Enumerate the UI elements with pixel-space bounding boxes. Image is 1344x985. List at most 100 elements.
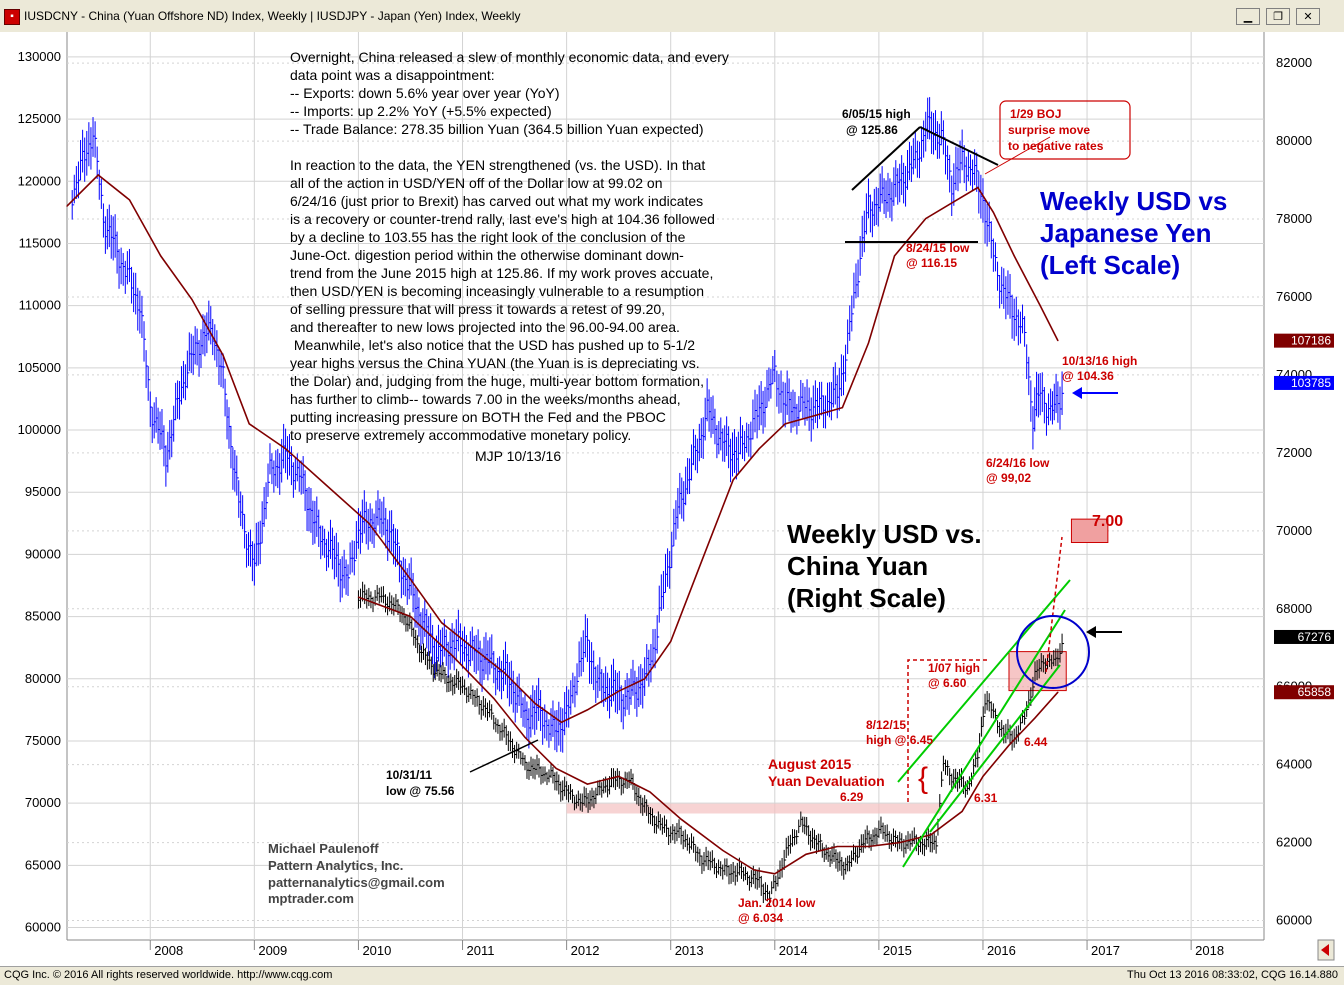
channel-line-upper	[897, 579, 1071, 783]
moving-average-point	[867, 342, 870, 344]
yen-arrow-icon	[1072, 387, 1082, 399]
moving-average-point	[1034, 717, 1036, 719]
right-tick-label: 80000	[1276, 133, 1312, 148]
moving-average-point	[867, 845, 870, 848]
last-value-labels: 107186 103785 67276 65858	[1274, 333, 1334, 700]
annotation-jan16-high: 1/07 high	[928, 661, 980, 675]
annotation-devaluation-line-2: Yuan Devaluation	[768, 773, 885, 789]
moving-average-point	[472, 647, 474, 649]
support-zone	[566, 803, 942, 814]
annotation-aug15-high: 8/12/15	[866, 718, 906, 732]
moving-average-point	[670, 640, 672, 643]
left-tick-label: 75000	[25, 733, 61, 748]
status-bar: CQG Inc. © 2016 All rights reserved worl…	[0, 966, 1344, 985]
oct11-pointer-line	[469, 739, 539, 773]
annotation-jun15-high-value: @ 125.86	[846, 123, 898, 137]
moving-average-point	[977, 186, 979, 189]
restore-icon[interactable]: ❐	[1266, 8, 1290, 25]
annotation-aug15-low-value: @ 116.15	[906, 256, 957, 270]
last-value-box	[1274, 685, 1334, 700]
annotation-devaluation: August 2015	[768, 756, 851, 772]
left-tick-label: 80000	[25, 671, 61, 686]
moving-average-point	[815, 414, 818, 416]
left-tick-label: 90000	[25, 546, 61, 561]
annotation-oct16-high-value: @ 104.36	[1062, 369, 1114, 383]
window-titlebar: ▪ IUSDCNY - China (Yuan Offshore ND) Ind…	[0, 0, 1344, 33]
annotation-aug15-high-value: high @ 6.45	[866, 733, 933, 747]
yuan-title: Weekly USD vs. China Yuan (Right Scale)	[787, 519, 982, 613]
moving-average-point	[930, 834, 932, 836]
moving-average-point	[982, 775, 984, 777]
last-value-text: 67276	[1298, 630, 1332, 644]
moving-average-point	[992, 211, 994, 213]
series-layer	[66, 97, 1065, 906]
commentary-line: -- Exports: down 5.6% year over year (Yo…	[290, 85, 560, 101]
moving-average-point	[722, 849, 724, 851]
left-tick-label: 85000	[25, 609, 61, 624]
yuan-arrow-icon	[1086, 626, 1096, 638]
commentary-line: Meanwhile, let's also notice that the US…	[290, 337, 695, 353]
left-tick-label: 60000	[25, 920, 61, 935]
moving-average-point	[899, 841, 901, 844]
moving-average-point	[560, 721, 563, 723]
devaluation-brace-icon: {	[918, 762, 928, 795]
left-tick-label: 110000	[19, 298, 61, 313]
price-chart[interactable]: 130000 125000 120000 115000 110000 105000 1000…	[0, 32, 1344, 966]
annotation-oct16-high: 10/13/16 high	[1062, 354, 1137, 368]
annotation-6-44: 6.44	[1024, 735, 1048, 749]
moving-average-point	[503, 671, 505, 674]
annotation-jan14-low-value: @ 6.034	[738, 911, 783, 925]
moving-average-point	[680, 818, 682, 820]
series-1	[357, 581, 1065, 906]
moving-average-point	[644, 678, 646, 680]
moving-average-point	[732, 479, 734, 481]
x-tick-label: 2013	[675, 943, 704, 958]
annotation-jan14-low: Jan. 2014 low	[738, 896, 816, 910]
commentary-line: putting increasing pressure on BOTH the …	[290, 409, 666, 425]
commentary-line: has further to climb-- towards 7.00 in t…	[290, 391, 681, 407]
yen-title-line-3: (Left Scale)	[1040, 250, 1180, 280]
timestamp-text: Thu Oct 13 2016 08:33:02, CQG 16.14.880	[1127, 969, 1338, 981]
jan16-high-bracket	[907, 659, 990, 802]
left-axis-ticks: 130000 125000 120000 115000 110000 105000 1000…	[18, 49, 61, 935]
channel-line-lower	[902, 609, 1066, 868]
svg-text:Overnight, China released a sl: Overnight, China released a slew of mont…	[290, 49, 729, 443]
x-tick-label: 2015	[883, 943, 912, 958]
close-icon[interactable]: ✕	[1296, 8, 1320, 25]
left-tick-label: 125000	[18, 111, 61, 126]
moving-average-point	[1008, 744, 1010, 746]
scroll-right-icon[interactable]	[1317, 939, 1335, 961]
moving-average-point	[1013, 255, 1015, 257]
moving-average-point	[841, 407, 844, 409]
commentary-line: the Dolar) and, judging from the huge, m…	[290, 373, 704, 389]
annotation-oct11-low: 10/31/11	[386, 768, 432, 782]
x-tick-label: 2010	[362, 943, 391, 958]
last-value-text: 65858	[1298, 685, 1332, 699]
yen-title-line-1: Weekly USD vs	[1040, 186, 1227, 216]
left-tick-label: 115000	[19, 235, 61, 250]
credits: Michael Paulenoff Pattern Analytics, Inc…	[268, 841, 445, 906]
commentary-line: and thereafter to new lows projected int…	[290, 319, 680, 335]
minimize-icon[interactable]: ▁	[1236, 8, 1260, 25]
moving-average-point	[701, 560, 703, 562]
moving-average-point	[758, 448, 760, 450]
left-tick-label: 65000	[25, 857, 61, 872]
x-tick-label: 2009	[258, 943, 287, 958]
x-tick-label: 2011	[467, 943, 495, 958]
moving-average-point	[191, 298, 193, 301]
moving-average-point	[451, 654, 453, 657]
moving-average-point	[649, 791, 651, 793]
annotation-boj: 1/29 BOJ	[1010, 107, 1061, 121]
commentary-line: of selling pressure that will press it t…	[290, 301, 665, 317]
commentary-line: -- Trade Balance: 278.35 billion Yuan (3…	[290, 121, 704, 137]
moving-average-point	[160, 255, 162, 257]
commentary-line: 6/24/16 (just prior to Brexit) has carve…	[290, 193, 703, 209]
moving-average-point	[1057, 340, 1059, 342]
grid-lines	[67, 32, 1264, 940]
commentary-line	[290, 139, 294, 155]
x-tick-label: 2016	[987, 943, 1016, 958]
moving-average-point	[357, 596, 360, 598]
moving-average-point	[441, 622, 443, 624]
left-tick-label: 105000	[18, 360, 61, 375]
x-tick-label: 2017	[1091, 943, 1120, 958]
